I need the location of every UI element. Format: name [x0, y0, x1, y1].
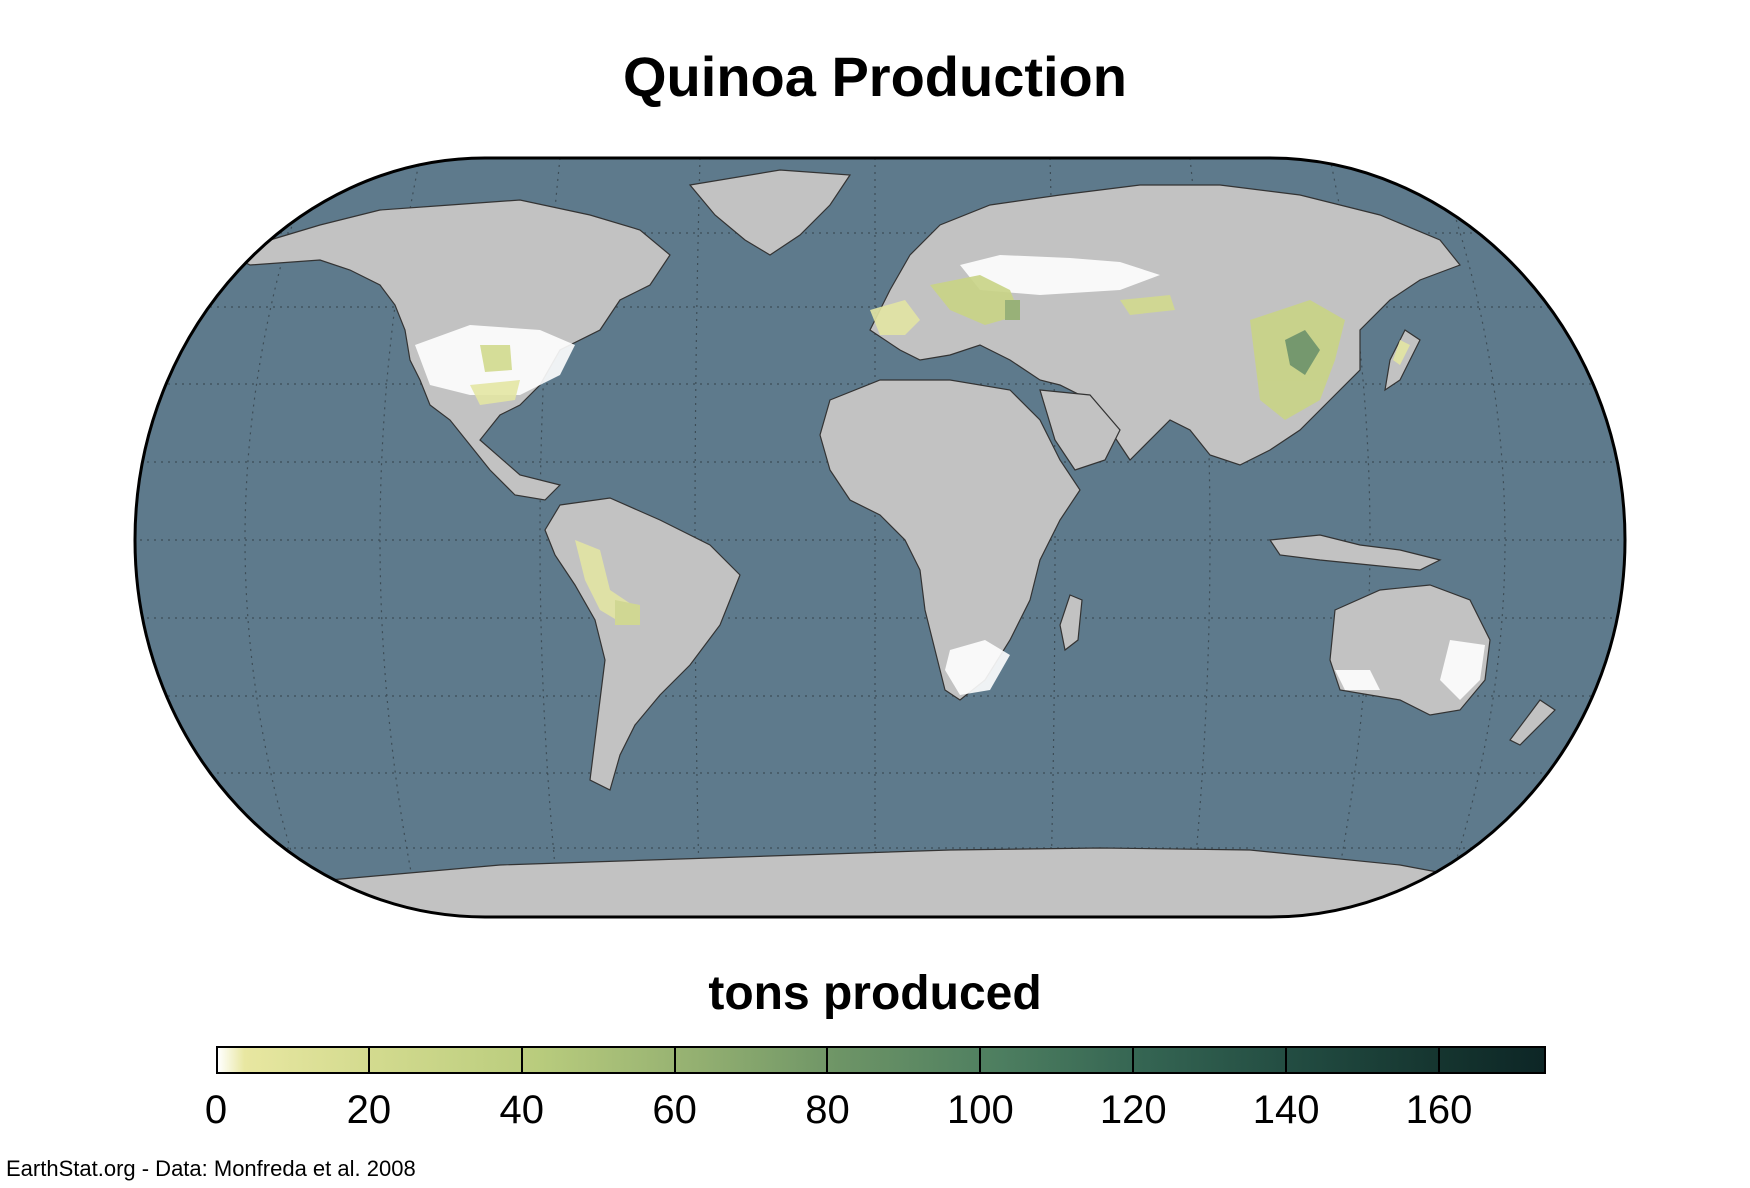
legend-color-bar — [216, 1046, 1546, 1074]
legend-tick-label: 140 — [1252, 1088, 1320, 1132]
legend-tick-label: 100 — [946, 1088, 1014, 1132]
no-data-areas — [415, 255, 1485, 700]
greenland — [688, 169, 852, 256]
legend-tick-mark — [979, 1046, 982, 1074]
antarctica — [329, 847, 1481, 917]
legend-tick-mark — [1437, 1046, 1440, 1074]
legend-tick-mark — [520, 1046, 523, 1074]
legend-tick-label: 60 — [652, 1088, 697, 1132]
map-title: Quinoa Production — [623, 45, 1127, 108]
new-zealand — [1509, 699, 1556, 746]
legend-tick-mark — [673, 1046, 676, 1074]
production-areas — [470, 275, 1410, 625]
legend-tick-label: 40 — [499, 1088, 544, 1132]
legend-tick-label: 20 — [346, 1088, 392, 1132]
legend-tick-label: 120 — [1099, 1088, 1167, 1132]
legend-tick-mark — [367, 1046, 370, 1074]
legend-tick-label: 160 — [1405, 1088, 1473, 1132]
legend-tick-label: 0 — [204, 1088, 228, 1132]
legend-tick-label: 80 — [805, 1088, 850, 1132]
legend-tick-mark — [826, 1046, 829, 1074]
legend-title: tons produced — [708, 967, 1042, 1020]
madagascar — [1059, 594, 1083, 652]
legend-tick-mark — [1132, 1046, 1135, 1074]
legend-tick-mark — [1285, 1046, 1288, 1074]
indonesia — [1268, 534, 1442, 571]
data-credit: EarthStat.org - Data: Monfreda et al. 20… — [6, 1156, 416, 1181]
map-frame — [133, 156, 1627, 919]
arabian-peninsula — [1039, 389, 1121, 471]
